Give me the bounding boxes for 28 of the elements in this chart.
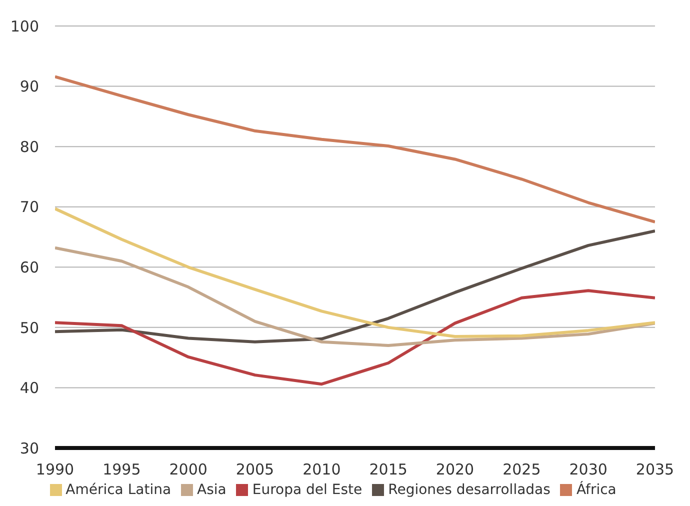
x-tick-label: 2010: [302, 460, 341, 479]
y-tick-label: 30: [20, 439, 39, 458]
legend-label: Regiones desarrolladas: [388, 482, 550, 498]
y-tick-label: 100: [10, 17, 39, 36]
x-tick-label: 2005: [236, 460, 274, 479]
x-tick-label: 2035: [636, 460, 674, 479]
line-series: [55, 289, 655, 386]
legend-label: América Latina: [66, 482, 172, 498]
x-tick-label: 2030: [569, 460, 608, 479]
line-series: [55, 229, 655, 344]
line-series: [55, 246, 655, 348]
y-tick-label: 60: [20, 258, 39, 276]
legend-label: Asia: [197, 482, 226, 498]
x-tick-label: 1990: [36, 460, 74, 479]
y-tick-label: 50: [20, 318, 39, 337]
legend-label: Europa del Este: [252, 482, 362, 498]
x-tick-label: 2020: [436, 460, 474, 479]
legend-label: África: [576, 482, 616, 498]
x-tick-label: 2015: [369, 460, 408, 479]
x-tick-label: 2025: [502, 460, 541, 479]
line-series: [55, 207, 655, 338]
y-tick-label: 70: [20, 198, 39, 216]
y-tick-label: 80: [20, 138, 39, 156]
x-tick-label: 1995: [102, 460, 141, 479]
y-tick-label: 40: [20, 379, 39, 398]
line-series: [55, 75, 655, 224]
y-tick-label: 90: [20, 78, 39, 96]
x-tick-label: 2000: [169, 460, 208, 479]
